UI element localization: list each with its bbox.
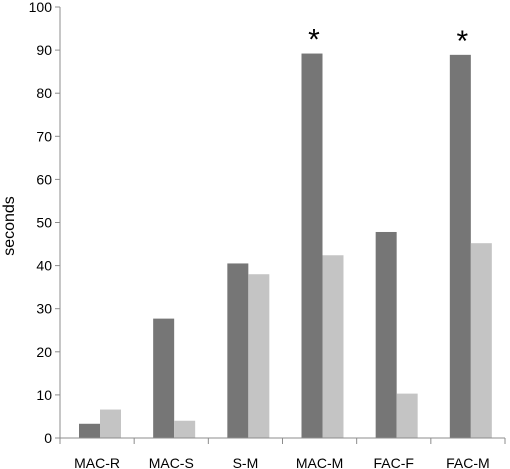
x-tick-label: FAC-M [446, 455, 490, 469]
bar-series-1-mac-r [79, 423, 100, 438]
x-tick-label: MAC-R [74, 455, 120, 469]
x-tick-label: FAC-F [374, 455, 414, 469]
bar-series-1-fac-f [375, 231, 397, 438]
bar-series-1-mac-m [301, 53, 323, 438]
x-tick-label: MAC-M [296, 455, 343, 469]
y-tick-label: 10 [36, 387, 52, 403]
bar-series-2-fac-f [396, 393, 418, 438]
y-tick-label: 50 [36, 215, 52, 231]
y-tick-label: 70 [36, 128, 52, 144]
x-tick-label: S-M [233, 455, 259, 469]
bar-series-2-fac-m [470, 243, 492, 438]
bar-series-2-mac-s [174, 420, 196, 438]
significance-asterisk: * [308, 24, 320, 57]
y-tick-label: 90 [36, 42, 52, 58]
y-axis-title: seconds [1, 196, 18, 256]
significance-asterisk: * [456, 25, 468, 58]
y-tick-label: 0 [44, 430, 52, 446]
y-tick-label: 60 [36, 171, 52, 187]
x-tick-label: MAC-S [149, 455, 194, 469]
y-tick-label: 100 [29, 0, 53, 15]
y-tick-label: 40 [36, 258, 52, 274]
y-tick-label: 80 [36, 85, 52, 101]
bar-series-2-mac-r [100, 409, 121, 438]
bar-series-1-s-m [227, 263, 249, 438]
bars-layer [79, 53, 492, 438]
x-axis-ticks: MAC-R MAC-S S-M MAC-M FAC-F FAC-M [59, 438, 506, 469]
annotations-layer: * * [308, 24, 468, 58]
bar-series-1-mac-s [153, 318, 175, 438]
y-tick-label: 30 [36, 301, 52, 317]
y-axis-ticks: 0 10 20 30 40 50 60 70 80 90 100 [29, 0, 60, 446]
bar-series-1-fac-m [449, 54, 471, 438]
bar-series-2-mac-m [322, 255, 344, 438]
bar-series-2-s-m [248, 274, 270, 438]
y-tick-label: 20 [36, 344, 52, 360]
